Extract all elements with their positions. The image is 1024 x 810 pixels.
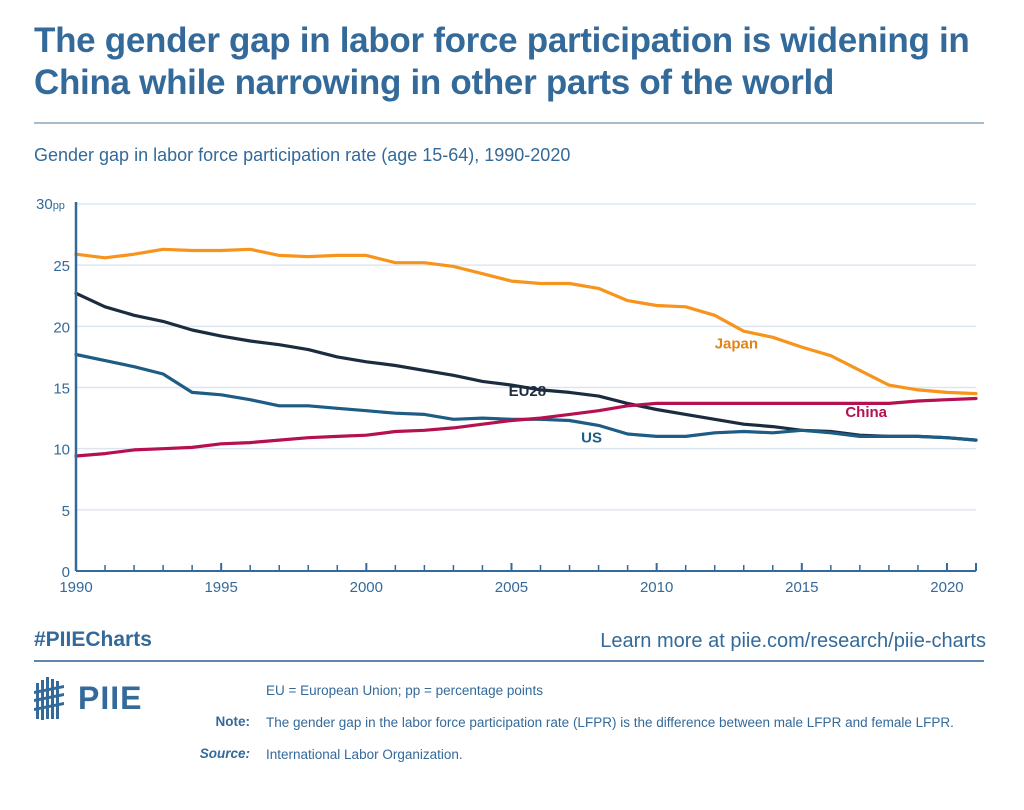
source-label: Source: xyxy=(199,746,250,761)
series-label-us: US xyxy=(581,430,602,447)
source-row: Source: International Labor Organization… xyxy=(180,746,980,764)
y-tick-label: 0 xyxy=(62,564,70,581)
hashtag-link[interactable]: #PIIECharts xyxy=(34,628,152,651)
series-label-china: China xyxy=(845,404,887,421)
note-label: Note: xyxy=(215,714,251,729)
source-text: International Labor Organization. xyxy=(266,747,463,762)
notes-section: EU = European Union; pp = percentage poi… xyxy=(180,682,980,778)
x-tick-label: 1995 xyxy=(204,579,237,596)
series-label-eu28: EU28 xyxy=(509,383,547,400)
chart-title: The gender gap in labor force participat… xyxy=(34,21,970,102)
abbreviations-row: EU = European Union; pp = percentage poi… xyxy=(180,682,980,700)
title-divider xyxy=(34,122,984,124)
logo-text: PIIE xyxy=(78,679,143,716)
y-tick-label: 30pp xyxy=(36,196,65,213)
x-tick-label: 2010 xyxy=(640,579,673,596)
footer-divider xyxy=(34,660,984,662)
piie-logo[interactable]: PIIE xyxy=(34,675,142,721)
learn-more-link[interactable]: Learn more at piie.com/research/piie-cha… xyxy=(600,630,986,652)
series-labels: Japan EU28 US China xyxy=(509,335,888,446)
series-line-japan xyxy=(74,247,978,396)
x-tick-label: 2015 xyxy=(785,579,818,596)
note-row: Note: The gender gap in the labor force … xyxy=(180,714,980,732)
series-line-china xyxy=(74,396,978,458)
line-chart: 0 5 10 15 20 25 30pp 1990 1995 2000 2005 2010 2015 20… xyxy=(36,196,978,596)
y-tick-label: 15 xyxy=(53,381,70,398)
series-lines xyxy=(74,247,978,458)
x-tick-label: 2020 xyxy=(930,579,963,596)
building-logo-icon xyxy=(34,677,64,720)
abbreviations-text: EU = European Union; pp = percentage poi… xyxy=(266,683,543,698)
x-tick-label: 2000 xyxy=(350,579,383,596)
y-tick-label: 5 xyxy=(62,503,70,520)
x-tick-label: 1990 xyxy=(59,579,92,596)
x-tick-label: 2005 xyxy=(495,579,528,596)
y-tick-label: 20 xyxy=(53,319,70,336)
chart-subtitle: Gender gap in labor force participation … xyxy=(34,145,571,165)
y-tick-label: 10 xyxy=(53,442,70,459)
y-tick-label: 25 xyxy=(53,258,70,275)
axes: 0 5 10 15 20 25 30pp 1990 1995 2000 2005 2010 2015 20… xyxy=(36,196,977,596)
note-text: The gender gap in the labor force partic… xyxy=(266,715,954,730)
series-label-japan: Japan xyxy=(715,335,758,352)
